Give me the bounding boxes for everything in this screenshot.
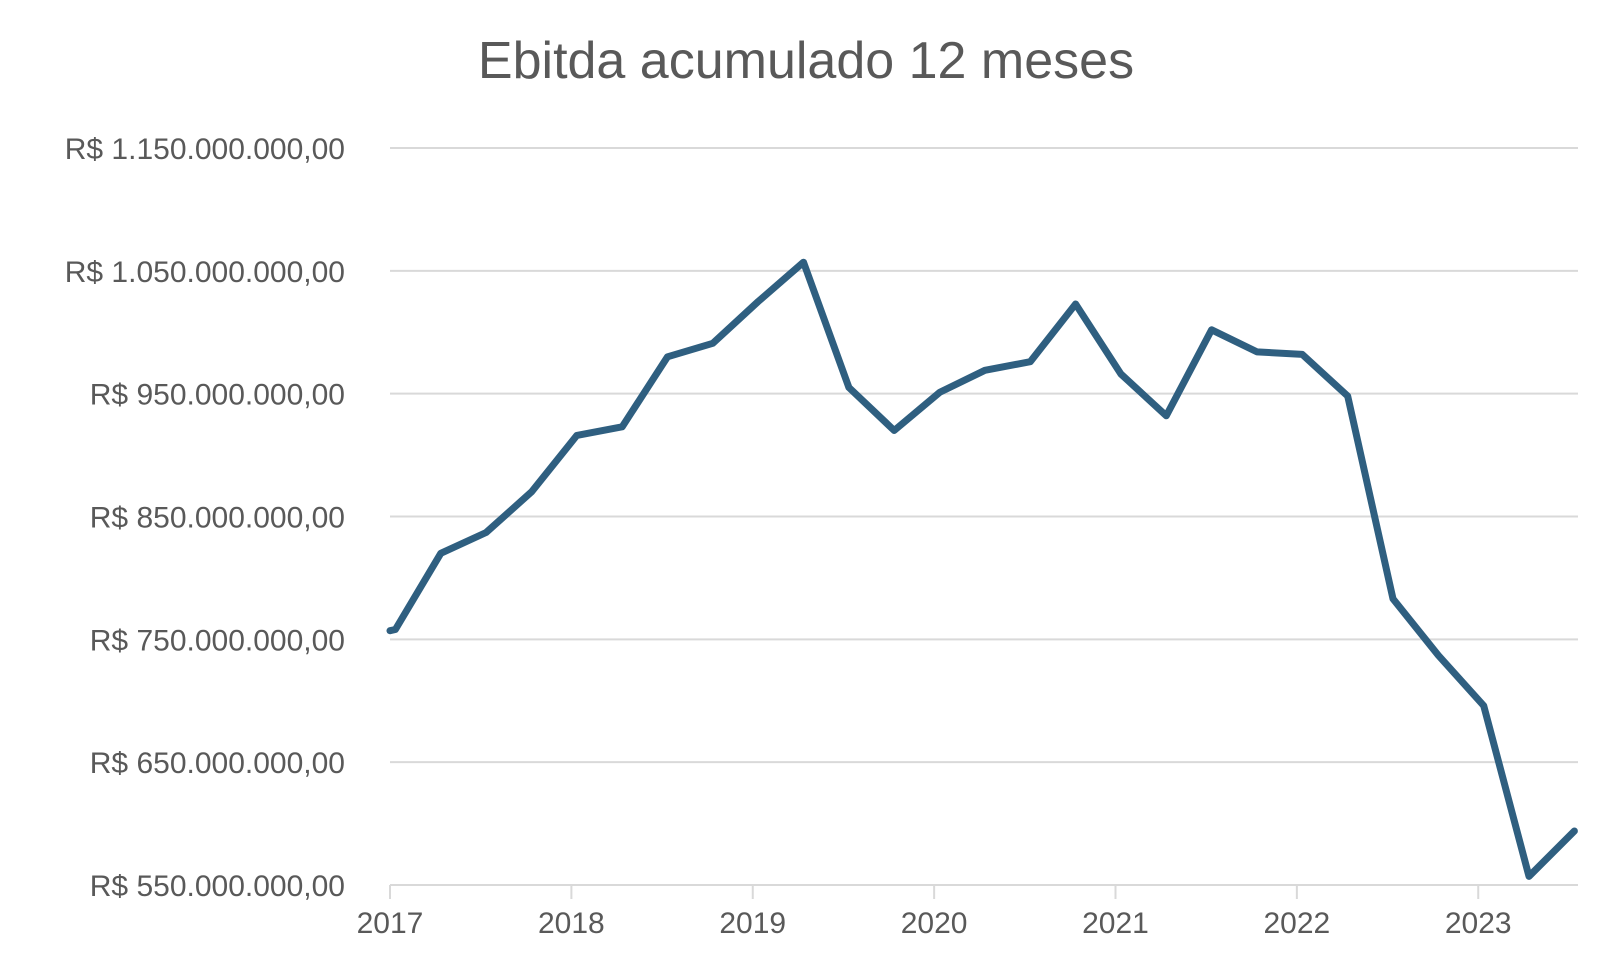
x-tick-label: 2022 [1263, 907, 1330, 940]
data-point [483, 530, 489, 536]
data-point [1163, 413, 1169, 419]
data-point [710, 340, 716, 346]
data-point [619, 424, 625, 430]
x-tick-label: 2020 [901, 907, 968, 940]
data-point [665, 354, 671, 360]
data-point [937, 389, 943, 395]
data-point [1209, 327, 1215, 333]
data-point [1345, 393, 1351, 399]
data-point [392, 627, 398, 633]
data-point [574, 432, 580, 438]
data-point [387, 628, 393, 634]
chart-title: Ebitda acumulado 12 meses [478, 32, 1134, 90]
data-point [1435, 652, 1441, 658]
x-tick-label: 2019 [719, 907, 786, 940]
y-tick-label: R$ 1.150.000.000,00 [65, 133, 345, 166]
data-point [1027, 359, 1033, 365]
data-point [846, 385, 852, 391]
x-tick-label: 2017 [357, 907, 424, 940]
data-point [438, 550, 444, 556]
data-point [1571, 828, 1577, 834]
data-point [891, 428, 897, 434]
data-point [529, 489, 535, 495]
x-tick-label: 2023 [1445, 907, 1512, 940]
data-point [1390, 596, 1396, 602]
data-point [982, 367, 988, 373]
data-point [1299, 351, 1305, 357]
data-point [1526, 873, 1532, 879]
data-point [1118, 371, 1124, 377]
y-tick-label: R$ 650.000.000,00 [90, 747, 345, 780]
y-tick-label: R$ 950.000.000,00 [90, 379, 345, 412]
y-tick-label: R$ 550.000.000,00 [90, 870, 345, 903]
data-point [1254, 349, 1260, 355]
series-layer [386, 258, 1578, 880]
data-point [755, 299, 761, 305]
y-tick-label: R$ 850.000.000,00 [90, 502, 345, 535]
axis-layer: R$ 1.150.000.000,00 R$ 1.050.000.000,00 R$… [65, 133, 1512, 940]
y-tick-label: R$ 750.000.000,00 [90, 624, 345, 657]
grid-layer [390, 147, 1578, 886]
data-point [1481, 703, 1487, 709]
data-point [1073, 301, 1079, 307]
data-point [801, 259, 807, 265]
x-tick-label: 2021 [1082, 907, 1149, 940]
x-tick-label: 2018 [538, 907, 605, 940]
y-tick-label: R$ 1.050.000.000,00 [65, 256, 345, 289]
series-line-ebitda [386, 258, 1578, 880]
